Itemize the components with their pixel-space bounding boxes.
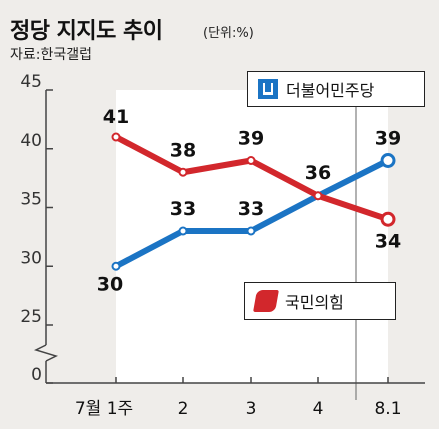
legend-item-ppp: 국민의힘 bbox=[244, 282, 396, 320]
data-point bbox=[380, 153, 396, 168]
data-point bbox=[111, 132, 121, 142]
data-label: 33 bbox=[170, 198, 196, 220]
x-tick-label: 8.1 bbox=[374, 399, 401, 419]
data-point bbox=[111, 261, 121, 271]
legend-item-democratic: 더불어민주당 bbox=[247, 71, 425, 107]
x-tick-label: 2 bbox=[178, 399, 189, 419]
source-label: 자료:한국갤럽 bbox=[10, 47, 92, 63]
x-tick-label: 4 bbox=[313, 399, 324, 419]
data-point bbox=[246, 156, 256, 165]
legend-label-ppp: 국민의힘 bbox=[285, 293, 344, 312]
data-label: 39 bbox=[375, 128, 401, 150]
democratic-party-icon bbox=[258, 79, 278, 99]
data-point bbox=[178, 226, 188, 236]
data-point bbox=[246, 226, 256, 236]
y-tick-label: 40 bbox=[20, 131, 42, 151]
data-point bbox=[313, 191, 323, 201]
legend-label-democratic: 더불어민주당 bbox=[286, 81, 375, 100]
plot-band bbox=[116, 90, 388, 383]
data-label: 39 bbox=[238, 128, 264, 150]
ppp-party-icon bbox=[253, 290, 279, 312]
y-tick-label: 45 bbox=[20, 72, 42, 92]
y-tick-label: 25 bbox=[20, 307, 42, 327]
y-axis-break-mark bbox=[33, 344, 59, 362]
y-tick-label: 0 bbox=[31, 365, 42, 385]
x-tick-label: 7월 1주 bbox=[75, 399, 133, 419]
x-tick-label: 3 bbox=[246, 399, 257, 419]
y-tick-label: 30 bbox=[20, 248, 42, 268]
data-label: 33 bbox=[238, 198, 264, 220]
unit-label: (단위:%) bbox=[203, 26, 254, 41]
data-point bbox=[178, 167, 188, 177]
data-label: 38 bbox=[170, 139, 196, 161]
data-label: 41 bbox=[103, 106, 129, 128]
y-tick-label: 35 bbox=[20, 190, 42, 210]
data-label: 30 bbox=[97, 273, 123, 295]
chart-title: 정당 지지도 추이 bbox=[10, 19, 163, 44]
data-label: 36 bbox=[305, 162, 331, 184]
data-point bbox=[380, 211, 396, 227]
data-label: 34 bbox=[375, 230, 401, 252]
